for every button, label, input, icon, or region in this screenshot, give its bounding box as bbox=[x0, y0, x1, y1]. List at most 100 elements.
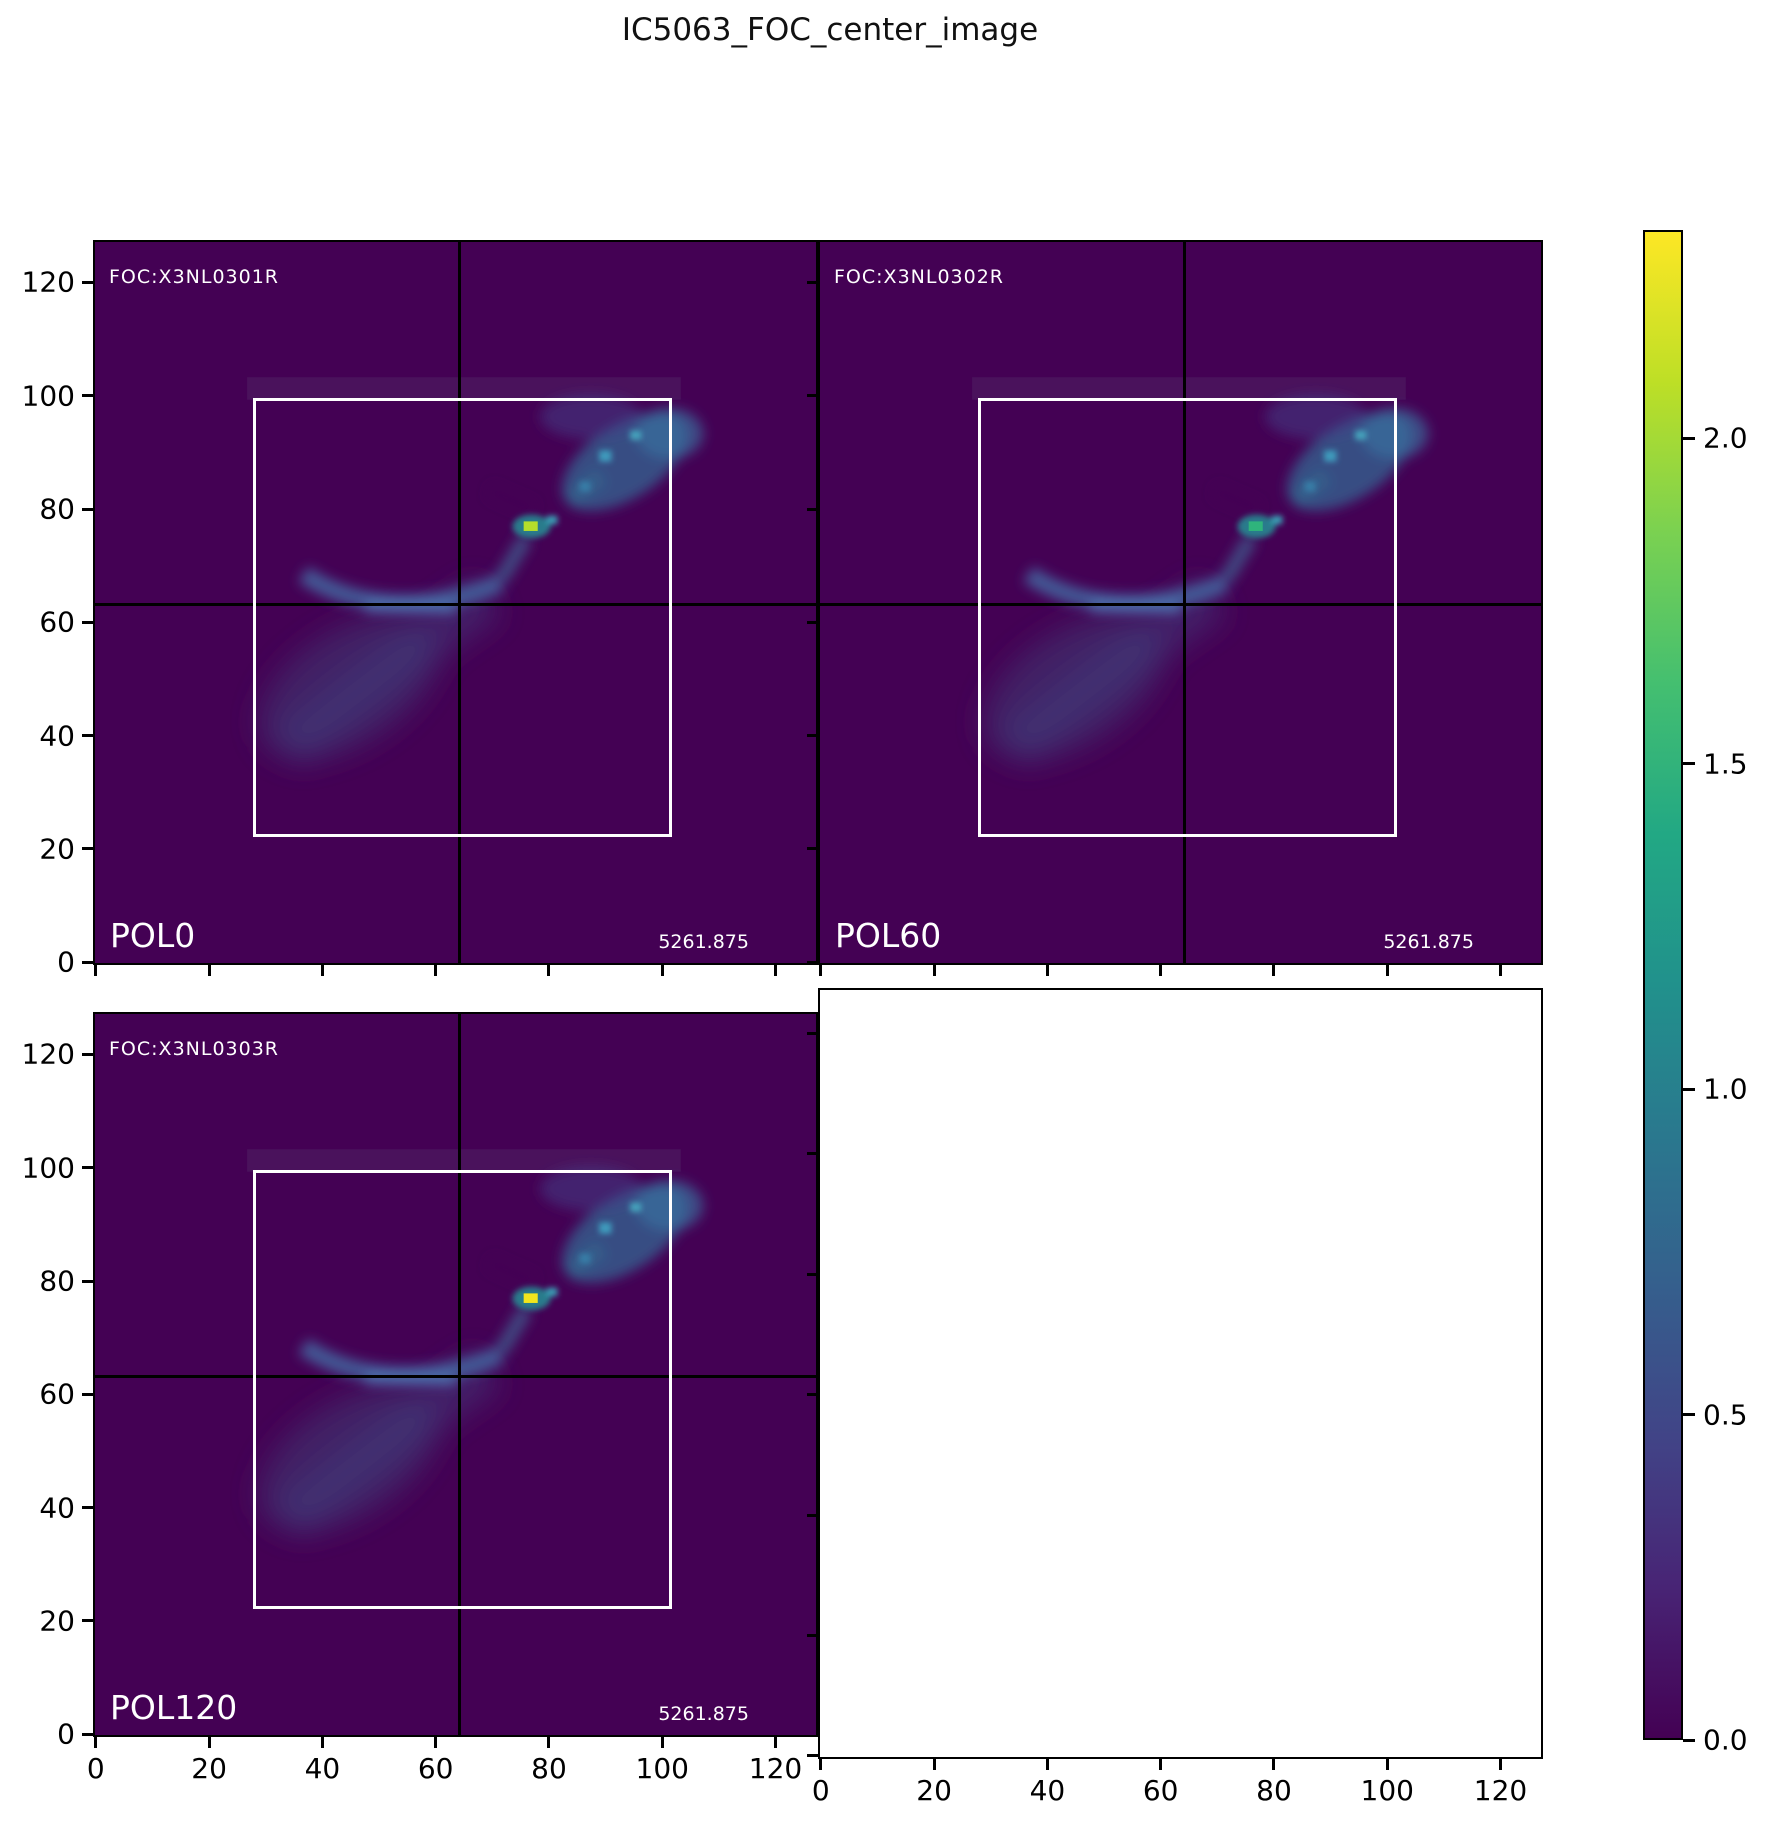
y-axis-tick-mark bbox=[82, 394, 93, 398]
y-axis-tick-mark bbox=[82, 1166, 93, 1170]
colorbar-tick-mark bbox=[1683, 1738, 1695, 1742]
y-axis-tick-mark bbox=[82, 1619, 93, 1623]
x-axis-tick-label: 20 bbox=[191, 1752, 227, 1785]
x-axis-tick-label: 100 bbox=[1360, 1774, 1414, 1807]
x-axis-tick-mark bbox=[207, 965, 211, 976]
annotation-value: 5261.875 bbox=[1383, 931, 1474, 953]
x-axis-tick-mark bbox=[94, 965, 98, 976]
y-axis-tick-label: 120 bbox=[21, 1037, 75, 1071]
y-axis-tick-mark bbox=[82, 960, 93, 964]
y-axis-tick-label: 120 bbox=[21, 265, 75, 299]
nebular-filaments bbox=[1023, 394, 1429, 614]
x-axis-tick-mark bbox=[547, 965, 551, 976]
panel-empty bbox=[818, 988, 1543, 1759]
colorbar-tick-label: 1.0 bbox=[1703, 1072, 1748, 1106]
colorbar-tick-mark bbox=[1683, 1087, 1695, 1091]
y-axis-tick-mark bbox=[82, 1279, 93, 1283]
nebular-filaments bbox=[298, 1166, 704, 1386]
crosshair-vertical-line bbox=[458, 1014, 461, 1735]
annotation-value: 5261.875 bbox=[658, 931, 749, 953]
foc-image bbox=[95, 1014, 816, 1735]
x-axis-tick-mark bbox=[434, 965, 438, 976]
foc-image bbox=[95, 242, 816, 963]
x-axis-tick-mark bbox=[819, 965, 823, 976]
x-axis-tick-label: 0 bbox=[811, 1774, 830, 1807]
colorbar-tick-label: 1.5 bbox=[1703, 747, 1748, 781]
y-axis-tick-mark bbox=[807, 620, 818, 624]
x-axis-tick-mark bbox=[1499, 1759, 1503, 1770]
y-axis-tick-mark bbox=[807, 1393, 818, 1397]
pol-angle-label: POL120 bbox=[110, 1688, 238, 1727]
y-axis-tick-label: 60 bbox=[39, 605, 75, 639]
x-axis-tick-mark bbox=[1272, 965, 1276, 976]
x-axis-tick-mark bbox=[1272, 1759, 1276, 1770]
crosshair-vertical-line bbox=[458, 242, 461, 963]
x-axis-tick-mark bbox=[434, 1737, 438, 1748]
y-axis-tick-label: 20 bbox=[39, 832, 75, 866]
y-axis-tick-label: 60 bbox=[39, 1377, 75, 1411]
y-axis-tick-mark bbox=[807, 1634, 818, 1638]
y-axis-tick-label: 40 bbox=[39, 719, 75, 753]
x-axis-tick-mark bbox=[547, 1737, 551, 1748]
y-axis-tick-mark bbox=[82, 1506, 93, 1510]
x-axis-tick-mark bbox=[94, 1737, 98, 1748]
y-axis-tick-mark bbox=[82, 847, 93, 851]
colorbar-tick-label: 0.0 bbox=[1703, 1723, 1748, 1757]
y-axis-tick-mark bbox=[82, 620, 93, 624]
figure-title: IC5063_FOC_center_image bbox=[621, 12, 1039, 48]
y-axis-tick-label: 100 bbox=[21, 379, 75, 413]
aperture-box-overlay bbox=[978, 398, 1397, 837]
y-axis-tick-mark bbox=[807, 847, 818, 851]
aperture-box-overlay bbox=[253, 1170, 672, 1609]
y-axis-tick-mark bbox=[82, 1052, 93, 1056]
pol-angle-label: POL0 bbox=[110, 916, 196, 955]
x-axis-tick-mark bbox=[932, 1759, 936, 1770]
y-axis-tick-label: 20 bbox=[39, 1604, 75, 1638]
y-axis-tick-mark bbox=[82, 1732, 93, 1736]
dataset-label: FOC:X3NL0301R bbox=[109, 266, 280, 288]
x-axis-tick-label: 80 bbox=[531, 1752, 567, 1785]
diffuse-emission bbox=[258, 1350, 502, 1539]
x-axis-tick-mark bbox=[320, 1737, 324, 1748]
x-axis-tick-mark bbox=[207, 1737, 211, 1748]
x-axis-tick-mark bbox=[1385, 1759, 1389, 1770]
y-axis-tick-mark bbox=[807, 1152, 818, 1156]
crosshair-vertical-line bbox=[1183, 242, 1186, 963]
colorbar bbox=[1643, 230, 1683, 1740]
x-axis-tick-label: 60 bbox=[417, 1752, 454, 1785]
x-axis-tick-mark bbox=[932, 965, 936, 976]
pol-angle-label: POL60 bbox=[835, 916, 942, 955]
colorbar-tick-mark bbox=[1683, 1413, 1695, 1417]
y-axis-tick-mark bbox=[807, 507, 818, 511]
x-axis-tick-label: 0 bbox=[86, 1752, 105, 1785]
crosshair-horizontal-line bbox=[820, 603, 1541, 606]
y-axis-tick-mark bbox=[807, 280, 818, 284]
y-axis-tick-mark bbox=[807, 960, 818, 964]
panel-pol60: FOC:X3NL0302R POL60 5261.875 bbox=[818, 240, 1543, 965]
y-axis-tick-mark bbox=[82, 1392, 93, 1396]
colorbar-tick-label: 2.0 bbox=[1703, 421, 1748, 455]
dataset-label: FOC:X3NL0303R bbox=[109, 1038, 280, 1060]
y-axis-tick-label: 40 bbox=[39, 1491, 75, 1525]
exposure-top-band bbox=[247, 1149, 681, 1172]
x-axis-tick-mark bbox=[1385, 965, 1389, 976]
x-axis-tick-label: 40 bbox=[304, 1752, 341, 1785]
nucleus-peak-pixel bbox=[1248, 521, 1263, 531]
colorbar-tick-mark bbox=[1683, 762, 1695, 766]
dataset-label: FOC:X3NL0302R bbox=[834, 266, 1005, 288]
x-axis-tick-label: 40 bbox=[1029, 1774, 1066, 1807]
foc-image bbox=[820, 242, 1541, 963]
y-axis-tick-mark bbox=[82, 280, 93, 284]
x-axis-tick-label: 100 bbox=[635, 1752, 689, 1785]
colorbar-gradient bbox=[1645, 232, 1681, 1738]
x-axis-tick-mark bbox=[1159, 1759, 1163, 1770]
exposure-top-band bbox=[247, 377, 681, 400]
y-axis-tick-mark bbox=[807, 1754, 818, 1758]
y-axis-tick-label: 80 bbox=[39, 492, 75, 526]
x-axis-tick-mark bbox=[774, 1737, 778, 1748]
y-axis-tick-label: 0 bbox=[57, 945, 75, 979]
y-axis-tick-mark bbox=[807, 734, 818, 738]
x-axis-tick-mark bbox=[1045, 1759, 1049, 1770]
x-axis-tick-mark bbox=[660, 1737, 664, 1748]
